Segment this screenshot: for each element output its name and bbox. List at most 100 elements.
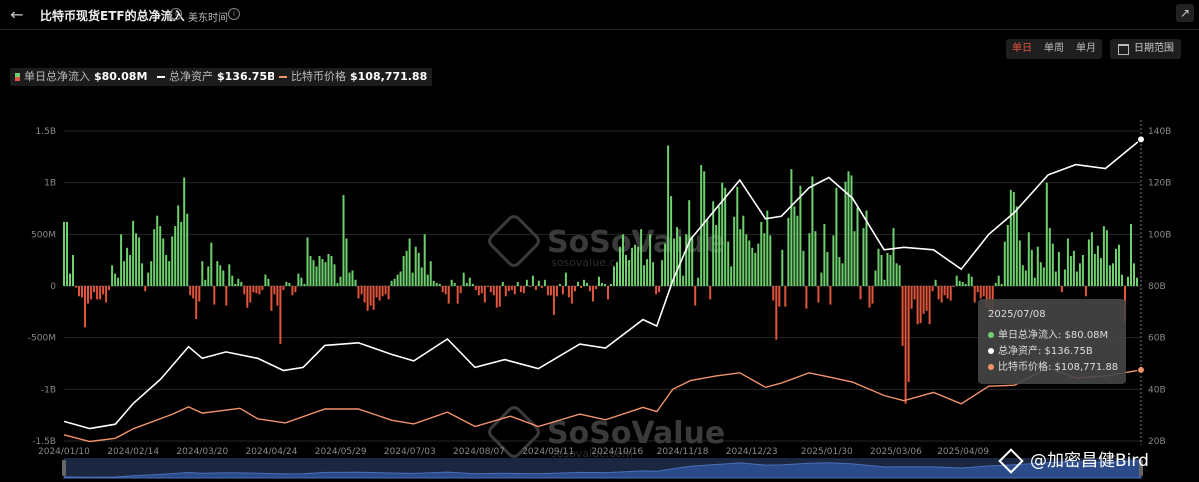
arrow-left-icon[interactable]: ← — [10, 5, 24, 24]
legend-assets[interactable]: 总净资产 $136.75B — [152, 68, 281, 86]
flow-bar — [1084, 286, 1087, 297]
flow-bar — [417, 252, 420, 286]
flow-bar — [1012, 192, 1015, 286]
tab-monthly[interactable]: 单月 — [1076, 43, 1096, 54]
flow-bar — [640, 229, 643, 286]
flow-bar — [745, 234, 748, 286]
flow-bar — [177, 205, 180, 286]
y-right-tick-label: 140B — [1148, 127, 1171, 137]
flow-bar — [952, 286, 955, 287]
y-right-tick-label: 40B — [1148, 385, 1166, 395]
watermark-brand: SoSoValue — [547, 225, 725, 260]
flow-bar — [595, 286, 597, 290]
flow-bar — [246, 286, 249, 308]
flow-bar — [820, 272, 823, 286]
flow-bar — [733, 216, 736, 286]
range-navigator[interactable] — [62, 458, 1143, 479]
flow-bar — [652, 262, 655, 286]
x-tick-label: 2024/03/20 — [176, 447, 228, 457]
flow-bar — [504, 286, 507, 297]
date-range-label: 日期范围 — [1134, 43, 1174, 54]
flow-bar — [817, 286, 820, 303]
flow-bar — [147, 272, 150, 286]
flow-bar — [444, 286, 447, 295]
flow-bar — [844, 181, 847, 286]
flow-bar — [1118, 244, 1120, 286]
flow-bar — [697, 277, 700, 286]
flow-bar — [811, 176, 814, 286]
flow-bar — [946, 286, 949, 299]
flow-bar — [880, 255, 883, 286]
flow-bar — [658, 286, 661, 293]
flow-bar — [342, 195, 345, 286]
flow-bar — [498, 286, 501, 307]
x-tick-label: 2024/07/03 — [384, 447, 436, 457]
flow-bar — [910, 286, 913, 309]
flow-bar — [838, 257, 841, 286]
flow-bar — [279, 286, 282, 344]
chart-tooltip: 2025/07/08 单日总净流入: $80.08M 总净资产: $136.75… — [978, 299, 1126, 384]
flow-bar — [901, 286, 904, 346]
flow-bar — [940, 286, 943, 303]
flow-bar — [712, 201, 715, 286]
flow-bar — [189, 286, 192, 296]
flow-bar — [345, 238, 348, 286]
flow-bar — [294, 286, 297, 293]
flow-bar — [1069, 256, 1072, 286]
flow-bar — [622, 234, 624, 286]
flow-bar — [955, 275, 958, 286]
tab-daily[interactable]: 单日 — [1012, 43, 1032, 54]
flow-bar — [643, 265, 646, 286]
legend-price[interactable]: 比特币价格 $108,771.88 — [274, 68, 433, 86]
flow-bar — [183, 177, 186, 286]
tab-weekly[interactable]: 单周 — [1044, 43, 1064, 54]
period-tabs: 单日 单周 单月 — [1006, 39, 1102, 59]
flow-bar — [862, 228, 865, 286]
binance-logo-icon — [998, 448, 1024, 474]
share-icon[interactable]: ↗ — [1176, 4, 1194, 22]
y-right-tick-label: 60B — [1148, 334, 1166, 344]
x-tick-label: 2024/04/24 — [246, 447, 298, 457]
flow-bar — [739, 229, 742, 286]
flow-bar — [507, 286, 510, 292]
flow-bar — [667, 145, 670, 286]
assets-endpoint-dot — [1137, 135, 1145, 144]
flow-bar — [721, 182, 724, 286]
flow-bar — [694, 286, 697, 306]
flow-bar — [637, 246, 640, 286]
flow-bar — [381, 286, 384, 297]
x-tick-label: 2024/08/07 — [453, 447, 505, 457]
flow-bar — [1112, 263, 1114, 286]
x-tick-label: 2024/02/14 — [107, 447, 159, 457]
flow-bar — [300, 277, 303, 286]
flow-bar — [102, 286, 105, 295]
x-tick-label: 2024/01/10 — [38, 447, 90, 457]
flow-bar — [90, 286, 93, 300]
flow-bar — [679, 236, 682, 286]
flow-bar — [168, 261, 171, 286]
flow-bar — [462, 272, 465, 286]
flow-bars — [63, 145, 1138, 404]
flow-bar — [913, 286, 916, 300]
flow-bar — [649, 234, 652, 286]
legend-flow[interactable]: 单日总净流入 $80.08M — [10, 68, 153, 86]
flow-bar — [366, 286, 369, 311]
info-circle-icon[interactable]: i — [228, 8, 240, 20]
navigator-right-handle — [1139, 460, 1143, 476]
flow-bar — [219, 265, 222, 286]
info-circle-icon[interactable]: i — [170, 8, 182, 20]
flow-bar — [288, 282, 291, 286]
watermark-site: sosovalue.com — [551, 256, 633, 269]
flow-bar — [411, 272, 414, 286]
flow-bar — [589, 286, 591, 292]
flow-bar — [646, 259, 649, 286]
y-axis-left: -1.5B -1B -500M 0 500M 1B 1.5B — [28, 127, 56, 447]
flow-bar — [438, 283, 441, 286]
flow-bar — [856, 207, 859, 286]
y-left-tick-label: 1B — [44, 179, 56, 189]
flow-bar — [973, 286, 976, 303]
flow-bar — [1063, 269, 1066, 286]
legend-price-name: 比特币价格 — [291, 70, 346, 83]
date-range-button[interactable]: 日期范围 — [1110, 39, 1181, 59]
